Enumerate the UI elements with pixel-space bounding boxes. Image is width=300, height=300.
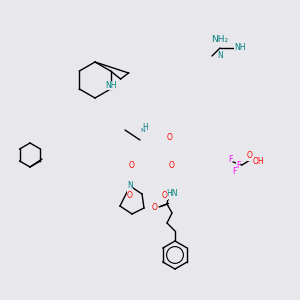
Text: OH: OH [252,158,264,166]
Text: N: N [141,128,146,133]
Text: O: O [247,152,253,160]
Text: N: N [127,182,133,190]
Text: O: O [127,190,133,200]
Text: H: H [142,124,148,133]
Text: O: O [152,203,158,212]
Text: N: N [217,52,223,61]
Text: NH: NH [234,44,246,52]
Text: F: F [236,160,240,169]
Text: F: F [232,167,236,176]
Text: O: O [169,160,175,169]
Text: HN: HN [166,190,178,199]
Text: F: F [228,155,232,164]
Text: O: O [167,134,173,142]
Text: NH: NH [105,80,116,89]
Text: O: O [129,160,135,169]
Text: NH₂: NH₂ [212,35,229,44]
Text: O: O [162,190,168,200]
